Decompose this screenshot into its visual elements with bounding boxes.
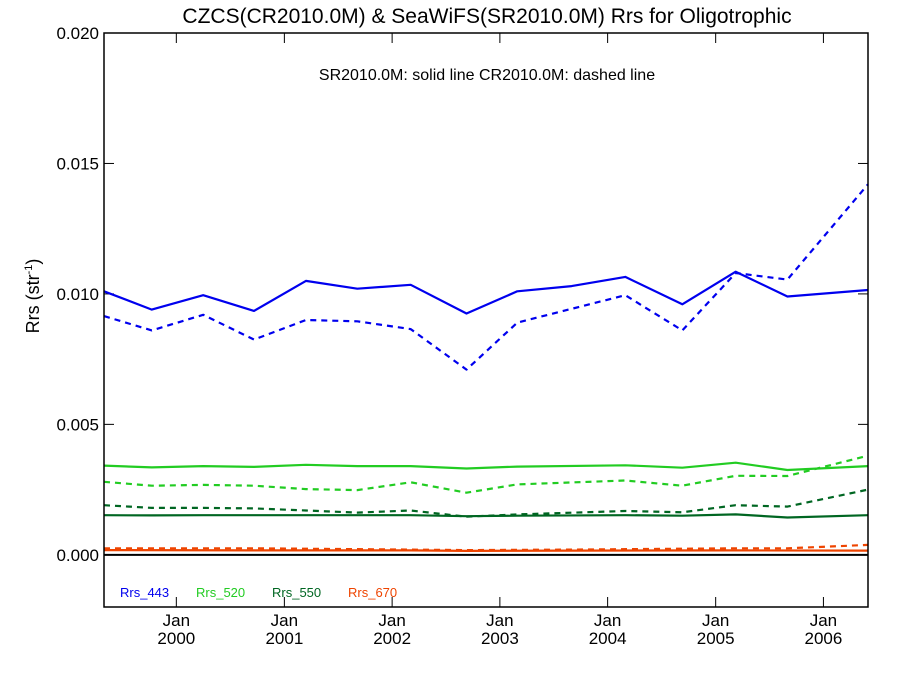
x-tick-month: Jan bbox=[810, 611, 837, 630]
y-tick-label: 0.000 bbox=[56, 546, 99, 565]
series-line-rrs-670-solid bbox=[103, 548, 869, 553]
x-tick-month: Jan bbox=[486, 611, 513, 630]
x-tick-year: 2004 bbox=[589, 629, 627, 648]
x-tick-month: Jan bbox=[702, 611, 729, 630]
y-axis-label-superscript: -1 bbox=[23, 265, 35, 275]
x-tick-year: 2003 bbox=[481, 629, 519, 648]
y-axis-label-text: Rrs (str bbox=[23, 274, 43, 333]
line-style-annotation: SR2010.0M: solid line CR2010.0M: dashed … bbox=[319, 67, 655, 84]
y-axis-label: Rrs (str-1) bbox=[23, 259, 43, 334]
x-tick-year: 2000 bbox=[157, 629, 195, 648]
series-line-rrs-520-dashed bbox=[103, 454, 869, 494]
x-tick-month: Jan bbox=[163, 611, 190, 630]
chart-title: CZCS(CR2010.0M) & SeaWiFS(SR2010.0M) Rrs… bbox=[182, 5, 791, 28]
y-tick-label: 0.015 bbox=[56, 154, 99, 173]
x-tick-year: 2002 bbox=[373, 629, 411, 648]
legend-item: Rrs_670 bbox=[348, 585, 397, 600]
series-line-rrs-443-solid bbox=[103, 270, 869, 315]
x-tick-year: 2005 bbox=[697, 629, 735, 648]
y-tick-label: 0.010 bbox=[56, 285, 99, 304]
plot-area: 0.0000.0050.0100.0150.020Jan2000Jan2001J… bbox=[56, 24, 869, 648]
x-tick-month: Jan bbox=[378, 611, 405, 630]
legend-item: Rrs_550 bbox=[272, 585, 321, 600]
y-tick-label: 0.005 bbox=[56, 415, 99, 434]
x-tick-year: 2001 bbox=[265, 629, 303, 648]
x-tick-year: 2006 bbox=[805, 629, 843, 648]
series-line-rrs-670-dashed bbox=[104, 543, 869, 552]
y-tick-label: 0.020 bbox=[56, 24, 99, 43]
series-line-rrs-550-dashed bbox=[103, 488, 869, 518]
plot-frame bbox=[103, 32, 869, 608]
series-line-rrs-550-solid bbox=[103, 513, 869, 519]
legend-item: Rrs_443 bbox=[120, 585, 169, 600]
x-tick-month: Jan bbox=[271, 611, 298, 630]
series-line-rrs-520-solid bbox=[103, 461, 869, 472]
series-line-rrs-443-dashed bbox=[103, 183, 869, 371]
y-axis-label-close: ) bbox=[23, 259, 43, 265]
x-tick-month: Jan bbox=[594, 611, 621, 630]
legend-item: Rrs_520 bbox=[196, 585, 245, 600]
